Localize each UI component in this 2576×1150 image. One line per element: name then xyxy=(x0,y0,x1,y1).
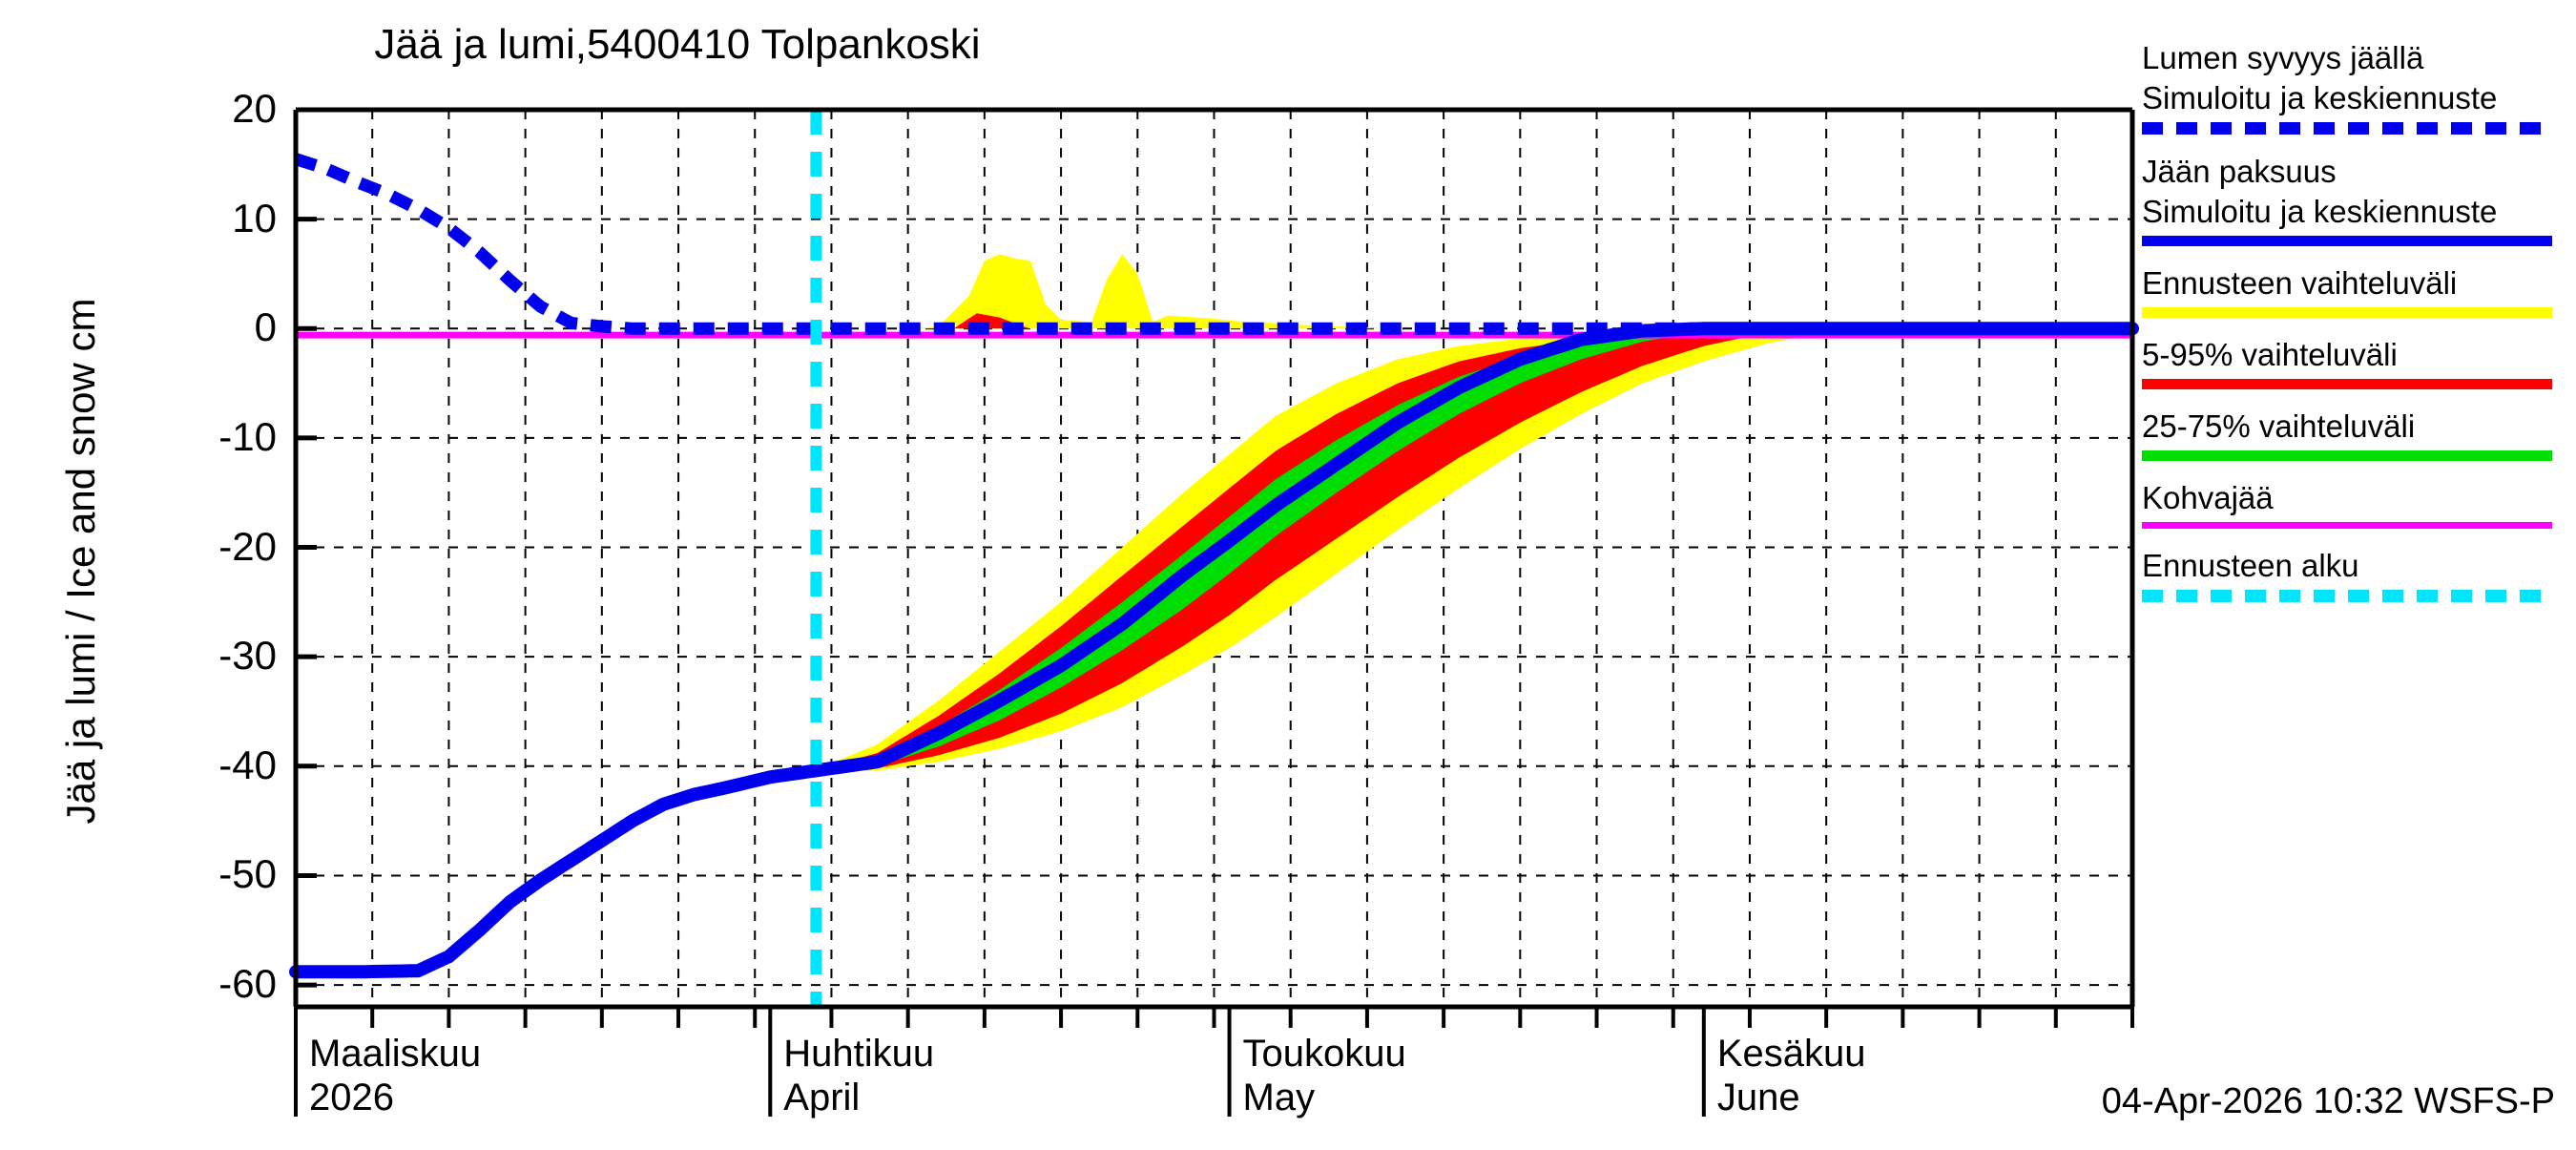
y-tick-label: -30 xyxy=(218,633,277,679)
legend-item: Lumen syvyys jäällä Simuloitu ja keskienn… xyxy=(2142,38,2576,135)
x-tick-label-en: 2026 xyxy=(309,1077,394,1119)
x-tick-label: Kesäkuu June xyxy=(1717,1032,1866,1119)
legend-item: Kohvajää xyxy=(2142,478,2576,529)
legend-label-primary: 5-95% vaihteluväli xyxy=(2142,337,2398,372)
y-tick-label: -60 xyxy=(218,961,277,1007)
legend-swatch xyxy=(2142,307,2552,318)
legend-swatch xyxy=(2142,450,2552,461)
legend-label-primary: Lumen syvyys jäällä xyxy=(2142,40,2424,75)
band-snow-forecast-range xyxy=(907,254,1398,329)
y-tick-label: -40 xyxy=(218,742,277,787)
x-tick-label-fi: Kesäkuu xyxy=(1716,1033,1866,1075)
x-tick-label-fi: Maaliskuu xyxy=(309,1033,482,1075)
x-tick-label-en: April xyxy=(783,1077,861,1119)
line-ice-thickness xyxy=(289,322,2139,979)
legend-swatch xyxy=(2142,522,2552,529)
y-tick-label: -50 xyxy=(218,851,277,897)
legend-swatch xyxy=(2142,590,2552,602)
legend-label-primary: Kohvajää xyxy=(2142,480,2274,515)
y-tick-label: -20 xyxy=(218,523,277,569)
legend-item: 25-75% vaihteluväli xyxy=(2142,407,2576,461)
legend-swatch xyxy=(2142,379,2552,389)
legend-label-primary: 25-75% vaihteluväli xyxy=(2142,408,2416,444)
footer-timestamp: 04-Apr-2026 10:32 WSFS-P xyxy=(2101,1081,2555,1121)
x-tick-label: Maaliskuu 2026 xyxy=(309,1032,481,1119)
legend-swatch xyxy=(2142,236,2552,246)
legend-label-secondary: Simuloitu ja keskiennuste xyxy=(2142,194,2498,229)
x-tick-label-en: June xyxy=(1716,1077,1800,1119)
x-tick-label-en: May xyxy=(1242,1077,1316,1119)
legend-swatch xyxy=(2142,122,2552,135)
legend-item: Ennusteen alku xyxy=(2142,546,2576,602)
y-tick-label: 20 xyxy=(232,86,277,131)
x-tick-label-fi: Toukokuu xyxy=(1242,1033,1406,1075)
legend-label-primary: Ennusteen alku xyxy=(2142,548,2359,583)
chart-legend: Lumen syvyys jäällä Simuloitu ja keskienn… xyxy=(2142,38,2576,619)
legend-item: Jään paksuus Simuloitu ja keskiennuste xyxy=(2142,152,2576,246)
y-tick-label: 0 xyxy=(254,304,277,350)
line-snow-depth xyxy=(293,153,2132,335)
legend-label-primary: Jään paksuus xyxy=(2142,154,2337,189)
x-tick-label: Toukokuu May xyxy=(1243,1032,1406,1119)
legend-item: 5-95% vaihteluväli xyxy=(2142,335,2576,389)
y-tick-label: -10 xyxy=(218,413,277,459)
legend-label-secondary: Simuloitu ja keskiennuste xyxy=(2142,80,2498,115)
legend-item: Ennusteen vaihteluväli xyxy=(2142,263,2576,318)
chart-title: Jää ja lumi,5400410 Tolpankoski xyxy=(374,21,981,68)
y-tick-label: 10 xyxy=(232,195,277,240)
x-tick-label: Huhtikuu April xyxy=(783,1032,934,1119)
y-axis-label: Jää ja lumi / Ice and snow cm xyxy=(58,298,103,825)
x-tick-label-fi: Huhtikuu xyxy=(783,1033,935,1075)
legend-label-primary: Ennusteen vaihteluväli xyxy=(2142,265,2458,301)
